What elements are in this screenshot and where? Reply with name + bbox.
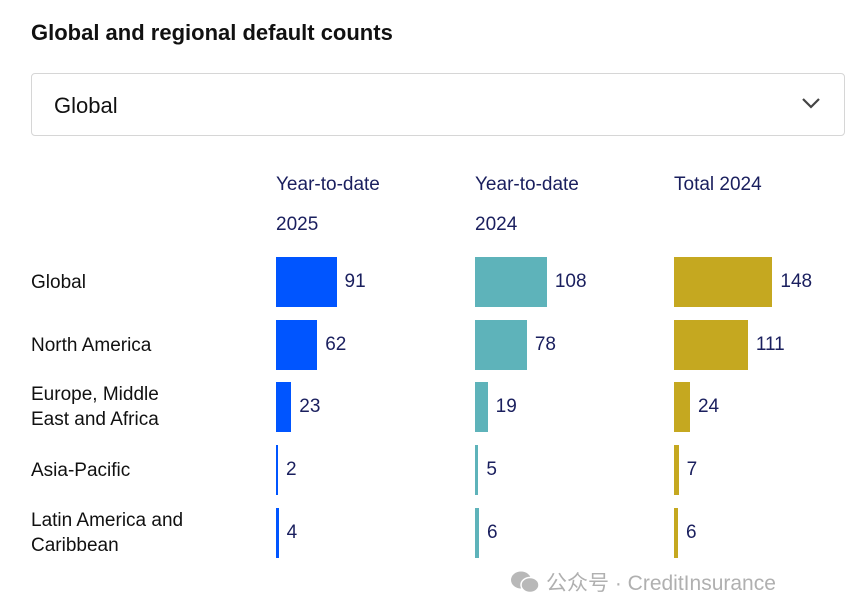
chevron-down-icon [802, 98, 820, 109]
watermark: 公众号 · CreditInsurance [510, 567, 776, 597]
bar [475, 382, 488, 432]
data-label: 108 [554, 271, 587, 292]
bar [475, 508, 479, 558]
bar [276, 382, 292, 432]
bar [276, 508, 279, 558]
watermark-text: 公众号 · CreditInsurance [546, 572, 776, 595]
wechat-icon [511, 571, 540, 594]
bar [674, 445, 679, 495]
data-label: 111 [755, 334, 785, 355]
data-label: 5 [486, 459, 497, 480]
data-label: 24 [697, 396, 720, 417]
series-header: Year-to-date 2024 [475, 174, 579, 235]
data-label: 23 [299, 396, 321, 417]
data-label: 19 [495, 396, 517, 417]
region-dropdown[interactable]: Global [31, 73, 845, 136]
bar [276, 257, 337, 307]
category-label: Asia-Pacific [31, 459, 131, 481]
series-header: Total 2024 [674, 174, 762, 195]
region-dropdown-value: Global [54, 93, 118, 118]
category-label: Europe, Middle East and Africa [31, 384, 159, 430]
bar [674, 508, 678, 558]
bar [276, 445, 278, 495]
data-label: 91 [344, 271, 366, 292]
category-label: Latin America and Caribbean [31, 510, 184, 556]
bar [475, 445, 479, 495]
category-label: Global [31, 271, 86, 293]
data-label: 6 [486, 522, 498, 543]
bar [674, 257, 773, 307]
bar [475, 320, 527, 370]
bar [276, 320, 318, 370]
data-label: 7 [686, 459, 698, 480]
bar [674, 320, 748, 370]
category-label: North America [31, 334, 152, 356]
bar [674, 382, 690, 432]
data-label: 148 [780, 271, 813, 292]
data-label: 2 [286, 459, 297, 480]
data-label: 6 [685, 522, 697, 543]
chart-title: Global and regional default counts [31, 20, 393, 45]
data-label: 4 [286, 522, 298, 543]
bar [475, 257, 547, 307]
series-header: Year-to-date 2025 [276, 174, 380, 235]
data-label: 78 [534, 334, 556, 355]
data-label: 62 [325, 334, 347, 355]
